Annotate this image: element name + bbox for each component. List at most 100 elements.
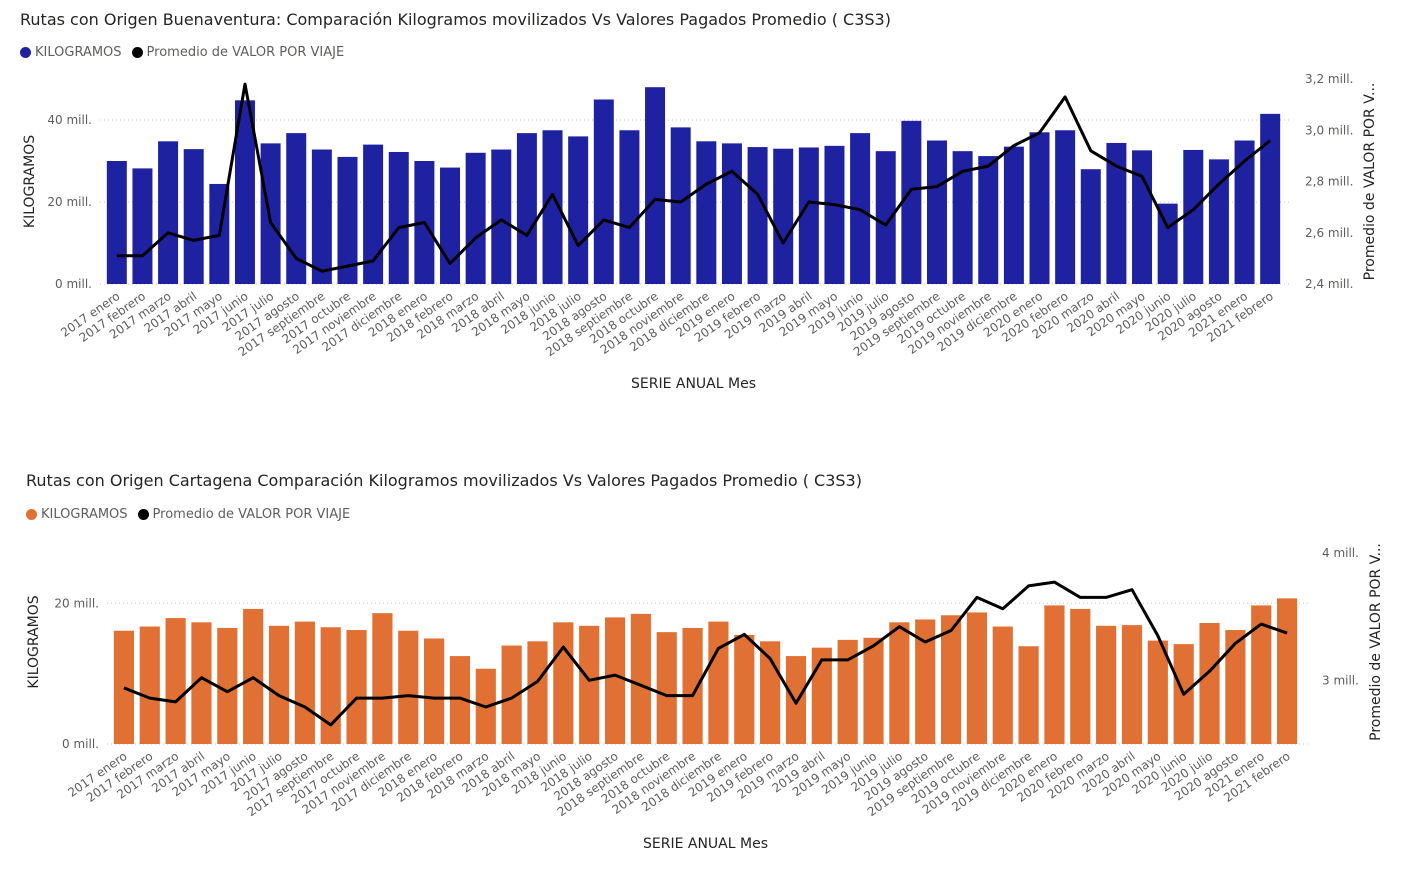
- x-axis-title: SERIE ANUAL Mes: [643, 836, 768, 852]
- chart-title: Rutas con Origen Cartagena Comparación K…: [26, 471, 862, 490]
- legend-line-marker: [137, 509, 149, 520]
- bar: [234, 100, 255, 284]
- bar: [721, 143, 742, 284]
- y2-axis-title: Promedio de VALOR POR V...: [1368, 543, 1384, 741]
- legend-item-line[interactable]: Promedio de VALOR POR VIAJE: [131, 45, 345, 60]
- legend-item-bars[interactable]: KILOGRAMOS: [26, 507, 128, 522]
- legend-bar-label: KILOGRAMOS: [35, 45, 122, 60]
- y2-tick-label: 2,8 mill.: [1305, 175, 1353, 189]
- legend-line-marker: [131, 47, 143, 58]
- bar: [1183, 149, 1204, 284]
- bar: [992, 626, 1013, 744]
- bar: [465, 152, 486, 284]
- bar: [1199, 623, 1220, 744]
- bar: [952, 151, 973, 284]
- bar: [747, 147, 768, 284]
- legend-item-line[interactable]: Promedio de VALOR POR VIAJE: [137, 507, 351, 522]
- chart-buenaventura: Rutas con Origen Buenaventura: Comparaci…: [0, 0, 1411, 420]
- line-series: [116, 82, 1272, 273]
- bar: [553, 622, 574, 744]
- bar: [1080, 169, 1101, 284]
- bar: [670, 127, 691, 284]
- bar: [568, 136, 589, 284]
- bar: [113, 630, 135, 744]
- bar: [656, 632, 677, 744]
- y2-tick-label: 3 mill.: [1322, 673, 1359, 687]
- bar: [516, 133, 537, 284]
- bar: [811, 647, 832, 744]
- bar: [708, 621, 729, 744]
- bar: [260, 143, 281, 284]
- legend-line-label: Promedio de VALOR POR VIAJE: [146, 45, 345, 60]
- bar: [1003, 146, 1024, 284]
- y-tick-label: 20 mill.: [54, 596, 99, 610]
- y-tick-label: 20 mill.: [47, 195, 92, 209]
- bar: [388, 151, 409, 284]
- bar: [1106, 142, 1127, 284]
- bar: [320, 627, 341, 744]
- bar: [863, 637, 884, 744]
- bar: [798, 147, 819, 284]
- bar: [940, 615, 962, 744]
- bar: [915, 619, 936, 744]
- bar: [286, 133, 307, 284]
- bar: [165, 618, 186, 744]
- bar: [1121, 625, 1143, 744]
- bar: [1132, 150, 1153, 284]
- bar: [542, 130, 563, 284]
- bar: [158, 141, 179, 284]
- bar: [1096, 625, 1117, 744]
- legend-item-bars[interactable]: KILOGRAMOS: [20, 45, 122, 60]
- bar: [449, 656, 471, 744]
- bar: [372, 613, 393, 744]
- bar: [966, 612, 987, 744]
- bar: [311, 149, 332, 284]
- legend-bar-label: KILOGRAMOS: [41, 507, 128, 522]
- bar: [926, 140, 947, 284]
- y2-tick-label: 3,0 mill.: [1305, 123, 1353, 137]
- bar: [1147, 640, 1168, 744]
- bar: [106, 161, 127, 284]
- bar: [682, 627, 703, 744]
- y-tick-label: 40 mill.: [47, 113, 92, 127]
- x-axis-title: SERIE ANUAL Mes: [631, 376, 756, 392]
- bar: [346, 630, 367, 744]
- chart-plot: 0 mill.20 mill.3 mill.4 mill.2017 enero2…: [26, 543, 1384, 852]
- bar: [619, 130, 640, 284]
- bar: [440, 167, 461, 284]
- bar: [268, 625, 290, 744]
- chart-title: Rutas con Origen Buenaventura: Comparaci…: [20, 10, 891, 29]
- legend-bar-marker: [26, 509, 37, 520]
- bar: [1055, 130, 1076, 284]
- bar: [363, 144, 384, 284]
- bar: [183, 149, 204, 284]
- bar: [785, 656, 807, 744]
- chart-legend: KILOGRAMOS Promedio de VALOR POR VIAJE: [26, 507, 354, 522]
- bar: [491, 149, 512, 284]
- bar: [901, 120, 922, 284]
- y2-tick-label: 2,4 mill.: [1305, 277, 1353, 291]
- bar: [398, 630, 419, 744]
- bar: [889, 622, 910, 744]
- y-tick-label: 0 mill.: [62, 737, 99, 751]
- legend-line-label: Promedio de VALOR POR VIAJE: [152, 507, 351, 522]
- bar: [1029, 132, 1050, 284]
- bar: [1251, 605, 1272, 744]
- y-tick-label: 0 mill.: [55, 277, 92, 291]
- bar: [1018, 646, 1039, 744]
- bar: [1276, 598, 1298, 744]
- y2-tick-label: 4 mill.: [1322, 546, 1359, 560]
- bar: [734, 634, 755, 744]
- bar: [579, 625, 600, 744]
- bar: [1225, 630, 1246, 744]
- bar: [132, 168, 153, 284]
- bar: [824, 145, 845, 284]
- bar: [217, 627, 238, 744]
- bar: [1044, 605, 1065, 744]
- bar: [604, 617, 626, 744]
- line-series: [123, 580, 1288, 727]
- bar: [1234, 140, 1255, 284]
- bar: [593, 99, 614, 284]
- y2-tick-label: 3,2 mill.: [1305, 72, 1353, 86]
- bar: [875, 151, 896, 284]
